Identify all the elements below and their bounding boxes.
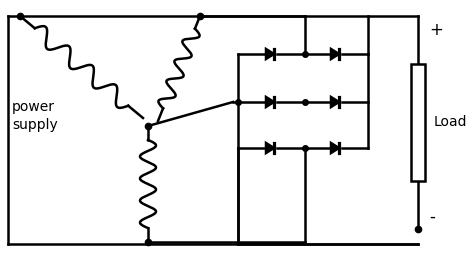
Polygon shape [331,97,339,107]
Polygon shape [331,49,339,59]
Text: +: + [429,21,443,39]
Polygon shape [266,143,274,153]
Text: -: - [429,208,435,226]
Polygon shape [266,49,274,59]
Polygon shape [331,143,339,153]
Bar [411,64,425,181]
Text: power
supply: power supply [12,100,58,132]
Text: Load: Load [434,116,467,130]
Polygon shape [266,97,274,107]
